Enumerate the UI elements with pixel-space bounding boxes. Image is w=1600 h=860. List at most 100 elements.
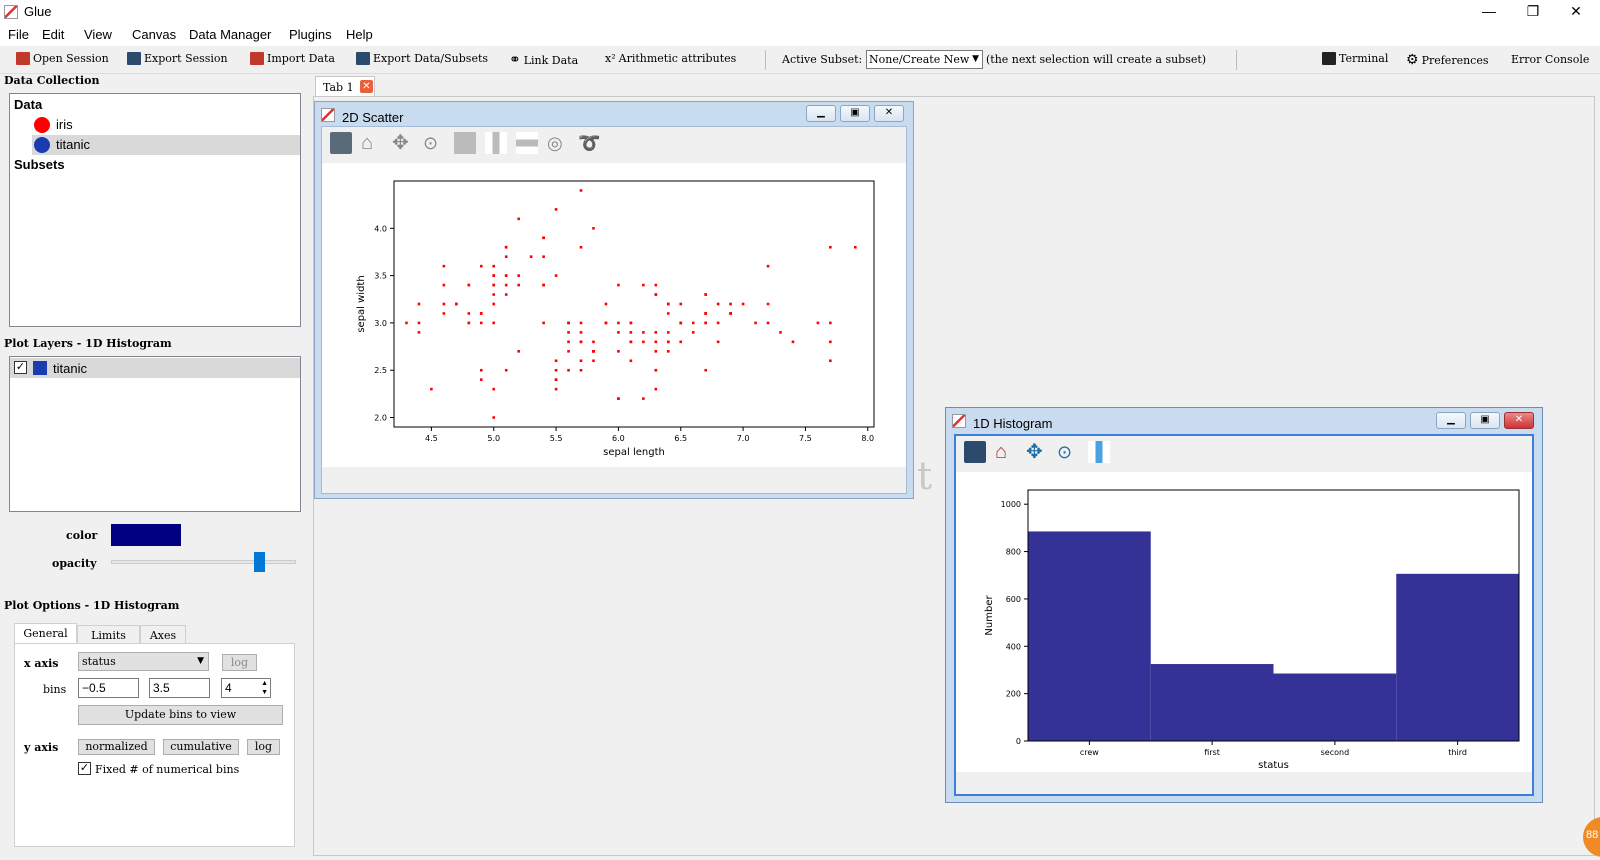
scatter-point [654, 340, 658, 344]
scatter-maximize-button[interactable]: ▣ [840, 105, 870, 122]
active-subset-combo[interactable]: None/Create New ▼ [866, 50, 983, 69]
pan-icon[interactable]: ✥ [392, 132, 409, 154]
scatter-window-icon [321, 108, 335, 122]
layer-item-titanic[interactable]: ✓ titanic [10, 358, 300, 378]
scatter-point [492, 264, 496, 268]
opacity-slider-handle[interactable] [254, 552, 265, 572]
histogram-window[interactable]: 1D Histogram ▁ ▣ ✕ ⌂ ✥ ⊙ crew first second… [945, 407, 1543, 803]
tab-general[interactable]: General [14, 623, 77, 644]
tab-limits[interactable]: Limits [77, 625, 140, 644]
tab-1[interactable]: Tab 1 ✕ [315, 76, 375, 97]
rectangle-select-icon[interactable] [454, 132, 476, 154]
tab-axes[interactable]: Axes [140, 625, 186, 644]
scatter-point [504, 245, 508, 249]
restore-button[interactable]: ❐ [1526, 3, 1540, 19]
fixed-bins-checkbox[interactable]: ✓ [78, 762, 91, 775]
opacity-slider-track[interactable] [111, 560, 296, 564]
x-tick-label: crew [1080, 748, 1099, 757]
scatter-point [829, 359, 832, 363]
menu-edit[interactable]: Edit [42, 27, 65, 42]
spin-arrows-icon[interactable]: ▲ ▼ [261, 680, 268, 696]
menu-view[interactable]: View [84, 27, 112, 42]
scatter-point [666, 302, 670, 306]
scatter-point [492, 302, 496, 306]
histogram-minimize-button[interactable]: ▁ [1436, 412, 1466, 429]
cumulative-button[interactable]: cumulative [163, 739, 239, 755]
preferences-button[interactable]: ⚙ Preferences [1406, 52, 1488, 68]
scatter-point [729, 302, 732, 306]
zoom-icon[interactable]: ⊙ [1057, 442, 1073, 462]
bins-count-spinbox[interactable]: 4 ▲ ▼ [221, 678, 271, 698]
layer-checkbox[interactable]: ✓ [14, 361, 27, 374]
scatter-point [766, 302, 770, 306]
import-data-button[interactable]: Import Data [250, 52, 335, 65]
histogram-close-button[interactable]: ✕ [1504, 412, 1534, 429]
terminal-button[interactable]: Terminal [1322, 52, 1388, 65]
xrange-select-icon[interactable] [485, 132, 507, 154]
scatter-point [704, 293, 707, 296]
save-icon[interactable] [330, 132, 352, 154]
scatter-point [479, 321, 483, 325]
menu-canvas[interactable]: Canvas [132, 27, 177, 42]
normalized-button[interactable]: normalized [78, 739, 155, 755]
menu-data-manager[interactable]: Data Manager [189, 27, 272, 42]
notification-badge[interactable]: 88 [1583, 817, 1600, 857]
scatter-point [554, 208, 558, 211]
scatter-point [617, 321, 620, 325]
data-item-iris[interactable]: iris [32, 115, 300, 135]
scatter-point [592, 227, 595, 230]
error-console-button[interactable]: Error Console [1511, 53, 1590, 66]
y-tick-label: 800 [1006, 548, 1021, 557]
scatter-point [617, 350, 620, 353]
close-button[interactable]: ✕ [1570, 3, 1582, 19]
save-icon[interactable] [964, 441, 986, 463]
home-icon[interactable]: ⌂ [995, 441, 1008, 463]
lasso-select-icon[interactable]: ➰ [578, 133, 601, 153]
update-bins-button[interactable]: Update bins to view [78, 705, 283, 725]
menu-plugins[interactable]: Plugins [289, 27, 332, 42]
link-data-button[interactable]: ⚭ Link Data [509, 52, 578, 68]
scatter-point [504, 283, 508, 287]
yrange-select-icon[interactable] [516, 132, 538, 154]
scatter-close-button[interactable]: ✕ [874, 105, 904, 122]
scatter-plot[interactable]: 4.5 5.0 5.5 6.0 6.5 7.0 7.5 8.0 2.0 2.5 3.0 3.5 4.0 s… [322, 163, 906, 467]
data-header: Data [14, 97, 43, 112]
x-log-button[interactable]: log [222, 654, 257, 671]
open-session-label: Open Session [33, 52, 109, 65]
scatter-point [704, 312, 707, 315]
xrange-select-icon[interactable] [1088, 441, 1110, 463]
zoom-icon[interactable]: ⊙ [423, 133, 439, 153]
menu-file[interactable]: File [8, 27, 29, 42]
data-item-titanic[interactable]: titanic [32, 135, 300, 155]
x-tick-label: 5.5 [550, 434, 563, 443]
pan-icon[interactable]: ✥ [1026, 441, 1043, 463]
scatter-point [417, 331, 421, 334]
color-label: color [66, 529, 98, 542]
export-session-button[interactable]: Export Session [127, 52, 228, 65]
arithmetic-attributes-button[interactable]: x² Arithmetic attributes [605, 52, 736, 65]
circle-select-icon[interactable]: ◎ [547, 133, 563, 153]
home-icon[interactable]: ⌂ [361, 132, 374, 154]
scatter-point [579, 245, 583, 249]
color-swatch-button[interactable] [111, 524, 181, 546]
bins-max-input[interactable]: 3.5 [149, 678, 210, 698]
scatter-point [666, 340, 670, 344]
y-axis-title: Number [984, 595, 995, 636]
scatter-point [629, 331, 633, 334]
scatter-point [716, 340, 720, 344]
bins-min-input[interactable]: −0.5 [78, 678, 139, 698]
minimize-button[interactable]: — [1482, 3, 1496, 19]
close-tab-icon[interactable]: ✕ [360, 80, 373, 93]
export-session-label: Export Session [144, 52, 228, 65]
histogram-plot[interactable]: crew first second third 0 200 400 600 800 1000 sta… [956, 472, 1532, 772]
scatter-minimize-button[interactable]: ▁ [806, 105, 836, 122]
scatter-window[interactable]: 2D Scatter ▁ ▣ ✕ ⌂ ✥ ⊙ ◎ ➰ 4.5 5.0 5.5 6.0 6… [314, 101, 914, 499]
open-session-button[interactable]: Open Session [16, 52, 109, 65]
x-axis-combo[interactable]: status ▼ [78, 652, 209, 671]
export-data-button[interactable]: Export Data/Subsets [356, 52, 488, 65]
active-subset-label: Active Subset: [782, 53, 863, 66]
menu-help[interactable]: Help [346, 27, 373, 42]
y-log-button[interactable]: log [247, 739, 280, 755]
histogram-maximize-button[interactable]: ▣ [1470, 412, 1500, 429]
scatter-point [642, 283, 645, 287]
